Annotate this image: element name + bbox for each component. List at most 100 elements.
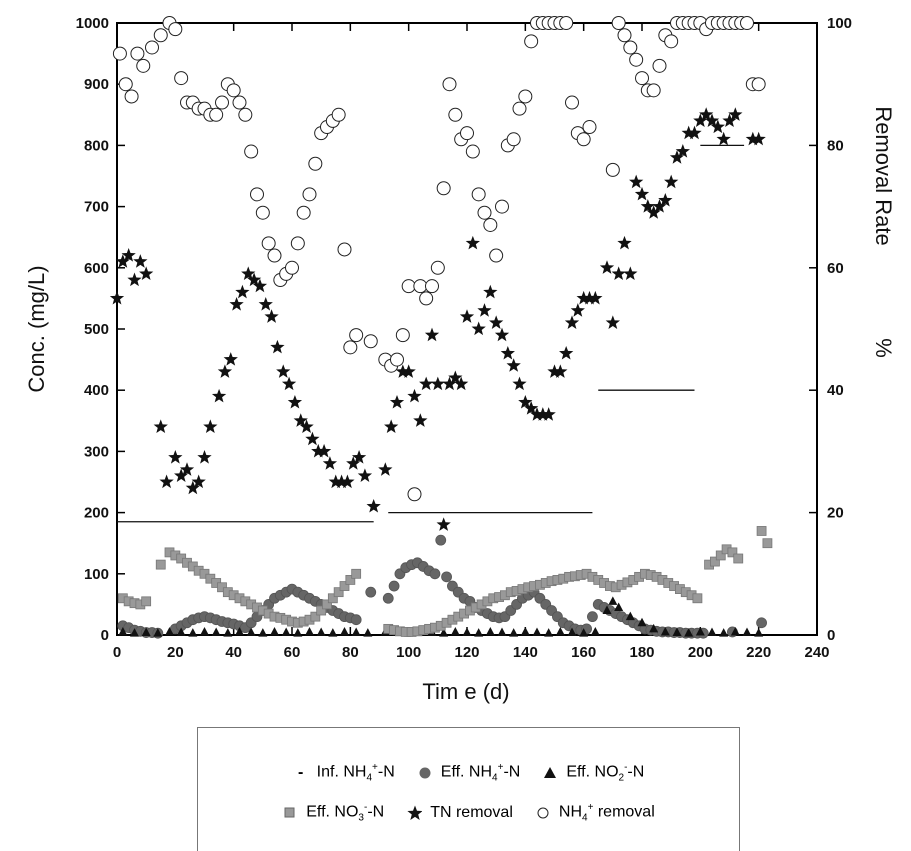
eff-no3-point (710, 556, 720, 567)
tn-removal-point (448, 370, 463, 385)
eff-nh4-point (435, 534, 447, 546)
eff-nh4-point (441, 571, 452, 583)
nh4-removal-point (290, 236, 305, 251)
tn-removal-point (389, 394, 405, 409)
tn-removal-point (241, 266, 256, 280)
tn-removal-point (459, 309, 475, 323)
y-tick-label-right: 80 (827, 137, 844, 154)
eff-no2-point (118, 626, 128, 636)
tn-removal-point (547, 364, 562, 378)
legend-label: TN removal (430, 803, 513, 821)
eff-nh4-point (388, 580, 400, 592)
nh4-removal-point (349, 328, 364, 343)
tn-removal-point (127, 272, 142, 287)
tn-removal-point (357, 468, 373, 482)
x-tick-label: 160 (571, 644, 596, 661)
nh4-removal-point (611, 16, 626, 30)
tn-removal-point (699, 107, 714, 121)
eff-no2-point (130, 628, 139, 637)
eff-no2-point (625, 611, 635, 621)
nh4-removal-point (337, 242, 352, 257)
eff-no2-point (485, 626, 495, 636)
eff-no2-point (188, 628, 198, 637)
eff-no2-point (719, 628, 729, 637)
tn-removal-point (159, 474, 174, 489)
y-tick-label-left: 400 (84, 382, 109, 399)
eff-no2-point (462, 627, 472, 637)
eff-no2-point (200, 626, 209, 636)
nh4-removal-point (209, 107, 224, 122)
eff-no2-point (223, 628, 233, 637)
x-tick-label: 40 (225, 644, 242, 661)
tn-removal-point (570, 303, 585, 317)
nh4-removal-point (244, 144, 259, 159)
eff-no2-point (141, 627, 151, 637)
tn-removal-point (669, 150, 685, 164)
eff-no2-point (293, 628, 303, 637)
legend-item: TN removal (406, 802, 513, 824)
nh4-removal-point (395, 328, 410, 343)
eff-no2-point (305, 626, 314, 636)
nh4-removal-point (512, 101, 527, 116)
eff-no2-point (246, 627, 256, 637)
tn-removal-point (646, 205, 661, 219)
eff-no2-point (567, 627, 577, 637)
tn-removal-point (623, 266, 638, 280)
tn-removal-point (681, 125, 696, 140)
tn-removal-point (121, 248, 136, 262)
eff-no2-point (211, 627, 221, 637)
legend-item: Eff. NO3--N (282, 802, 384, 824)
tn-removal-point (133, 254, 148, 268)
nh4-removal-point (250, 187, 264, 202)
tn-removal-point (328, 474, 343, 489)
eff-no3-point (141, 596, 152, 607)
nh4-removal-point (617, 28, 632, 43)
eff-no3-point (155, 559, 166, 570)
tn-removal-point (518, 394, 533, 409)
eff-no2-point (695, 626, 705, 636)
y-tick-label-left: 300 (84, 443, 109, 460)
legend-row-1: - Inf. NH4+-N Eff. NH4+-N Eff. NO2--N (198, 762, 739, 784)
legend-symbol (542, 766, 558, 780)
y-tick-label-right: 100 (827, 15, 852, 32)
x-tick-label: 140 (513, 644, 538, 661)
eff-no2-point (684, 628, 694, 637)
x-tick-label: 60 (284, 644, 301, 661)
tn-removal-point (483, 284, 498, 299)
x-tick-label: 0 (113, 644, 121, 661)
y-axis-unit-right: % (871, 338, 896, 358)
tn-removal-point (340, 474, 355, 489)
nh4-removal-point (576, 132, 591, 147)
tn-removal-point (611, 266, 626, 280)
y-tick-label-left: 600 (84, 260, 109, 277)
series-layer (109, 16, 773, 639)
y-tick-label-right: 20 (827, 505, 844, 522)
eff-no2-point (590, 626, 600, 636)
nh4-removal-point (471, 187, 486, 202)
nh4-removal-point (460, 126, 474, 141)
eff-no3-point (727, 547, 738, 558)
x-tick-label: 20 (167, 644, 184, 661)
legend-row-2: Eff. NO3--N TN removal NH4+ removal (198, 802, 739, 824)
nh4-removal-point (623, 40, 638, 55)
eff-no2-point (660, 626, 670, 636)
tn-removal-point (658, 192, 673, 207)
eff-nh4-point (365, 586, 377, 598)
nh4-removal-point (436, 181, 451, 196)
tn-removal-point (281, 376, 297, 391)
legend-item: - Inf. NH4+-N (293, 762, 395, 784)
legend-symbol (282, 807, 298, 819)
eff-no3-point (733, 553, 744, 564)
tn-removal-point (576, 290, 591, 305)
y-tick-label-right: 60 (827, 260, 844, 277)
tn-removal-point (407, 388, 422, 403)
tn-removal-point (366, 498, 381, 513)
eff-no2-point (742, 627, 752, 637)
tn-removal-point (693, 113, 708, 127)
nh4-removal-point (407, 487, 422, 502)
x-tick-label: 180 (629, 644, 654, 661)
tn-removal-point (109, 290, 125, 305)
nh4-removal-point (124, 89, 139, 104)
tn-removal-point (264, 309, 279, 323)
eff-no2-point (707, 627, 717, 637)
